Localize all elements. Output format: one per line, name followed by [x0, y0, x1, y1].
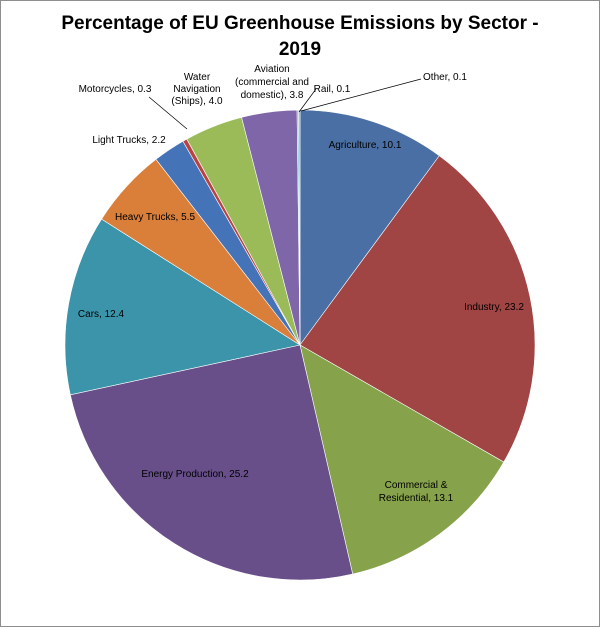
- leader-rail: [298, 88, 317, 113]
- chart-title: Percentage of EU Greenhouse Emissions by…: [1, 11, 599, 63]
- slice-agriculture: [299, 109, 440, 346]
- label-rail: Rail, 0.1: [314, 84, 351, 95]
- leader-lines: [148, 78, 422, 130]
- label-agriculture: Agriculture, 10.1: [329, 140, 402, 151]
- pie-slices: [64, 109, 536, 581]
- leader-other: [300, 78, 422, 112]
- label-water-navigation: Water Navigation (Ships), 4.0: [171, 72, 223, 107]
- label-other: Other, 0.1: [423, 72, 467, 83]
- chart-title-line-1: Percentage of EU Greenhouse Emissions by…: [61, 13, 539, 34]
- label-heavy-trucks: Heavy Trucks, 5.5: [115, 212, 195, 223]
- label-energy-production: Energy Production, 25.2: [141, 469, 249, 480]
- label-light-trucks: Light Trucks, 2.2: [92, 135, 166, 146]
- label-motorcycles: Motorcycles, 0.3: [79, 84, 152, 95]
- slice-cars: [64, 218, 301, 396]
- slice-labels: Agriculture, 10.1 Industry, 23.2 Commercia…: [78, 64, 524, 504]
- label-cars: Cars, 12.4: [78, 309, 125, 320]
- label-industry: Industry, 23.2: [464, 302, 524, 313]
- slice-energy-production: [69, 344, 354, 581]
- label-commercial-residential: Commercial & Residential, 13.1: [379, 480, 454, 504]
- leader-motorcycles: [148, 96, 188, 130]
- label-aviation-commercial-and: Aviation (commercial and domestic), 3.8: [235, 64, 309, 101]
- chart-title-line-2: 2019: [278, 39, 322, 60]
- slice-other: [298, 109, 301, 346]
- slice-commercial-residential: [299, 344, 505, 575]
- slice-industry: [299, 155, 536, 463]
